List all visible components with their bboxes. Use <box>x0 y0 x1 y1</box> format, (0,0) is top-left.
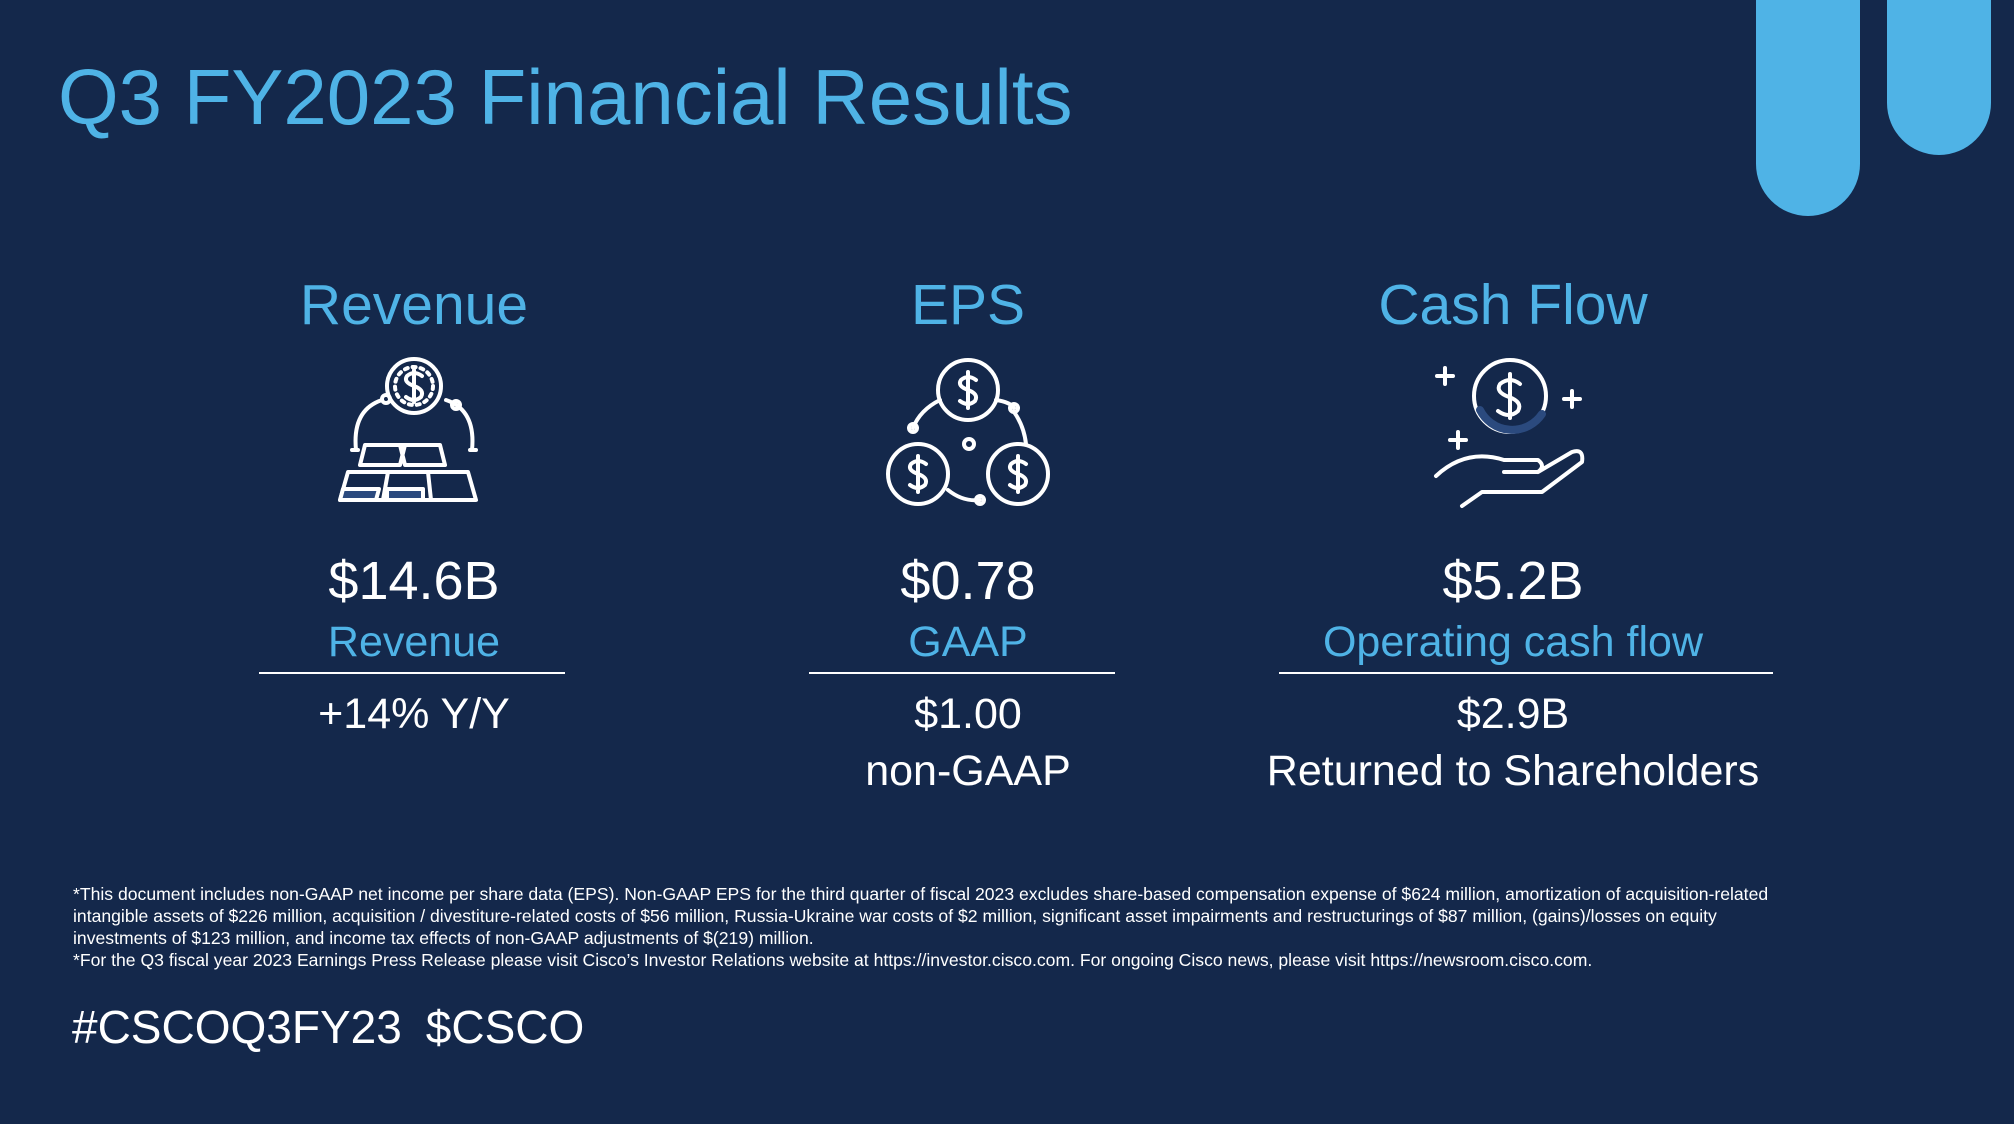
accent-bar <box>1887 0 1991 155</box>
metric-secondary: $2.9B <box>1456 690 1570 738</box>
metric-secondary: Returned to Shareholders <box>1266 747 1760 795</box>
metric-secondary: non-GAAP <box>865 747 1071 795</box>
hashtag: $CSCO <box>425 1001 585 1053</box>
footnote-line: investments of $123 million, and income … <box>73 928 814 948</box>
revenue-icon <box>338 357 478 502</box>
metric-heading: Revenue <box>299 273 529 337</box>
footnote-line: *This document includes non-GAAP net inc… <box>73 884 1769 904</box>
eps-icon <box>886 358 1050 506</box>
metric-value: $0.78 <box>900 551 1036 611</box>
metric-heading: EPS <box>910 273 1026 337</box>
divider <box>259 672 565 674</box>
metric-label: GAAP <box>908 618 1028 666</box>
metric-secondary: +14% Y/Y <box>318 690 510 738</box>
slide-title: Q3 FY2023 Financial Results <box>58 53 1073 141</box>
hashtags: #CSCOQ3FY23 $CSCO <box>72 1000 608 1054</box>
metric-label: Revenue <box>327 618 501 666</box>
cash-flow-icon <box>1434 358 1585 508</box>
footnote-line: *For the Q3 fiscal year 2023 Earnings Pr… <box>73 950 1593 970</box>
metric-heading: Cash Flow <box>1378 273 1648 337</box>
metric-secondary: $1.00 <box>914 690 1022 738</box>
divider <box>1279 672 1773 674</box>
divider <box>809 672 1115 674</box>
metric-value: $5.2B <box>1442 551 1584 611</box>
metric-label: Operating cash flow <box>1322 618 1704 666</box>
metric-value: $14.6B <box>328 551 500 611</box>
accent-bar <box>1756 0 1860 216</box>
hashtag: #CSCOQ3FY23 <box>72 1001 402 1053</box>
footnote-line: intangible assets of $226 million, acqui… <box>73 906 1717 926</box>
